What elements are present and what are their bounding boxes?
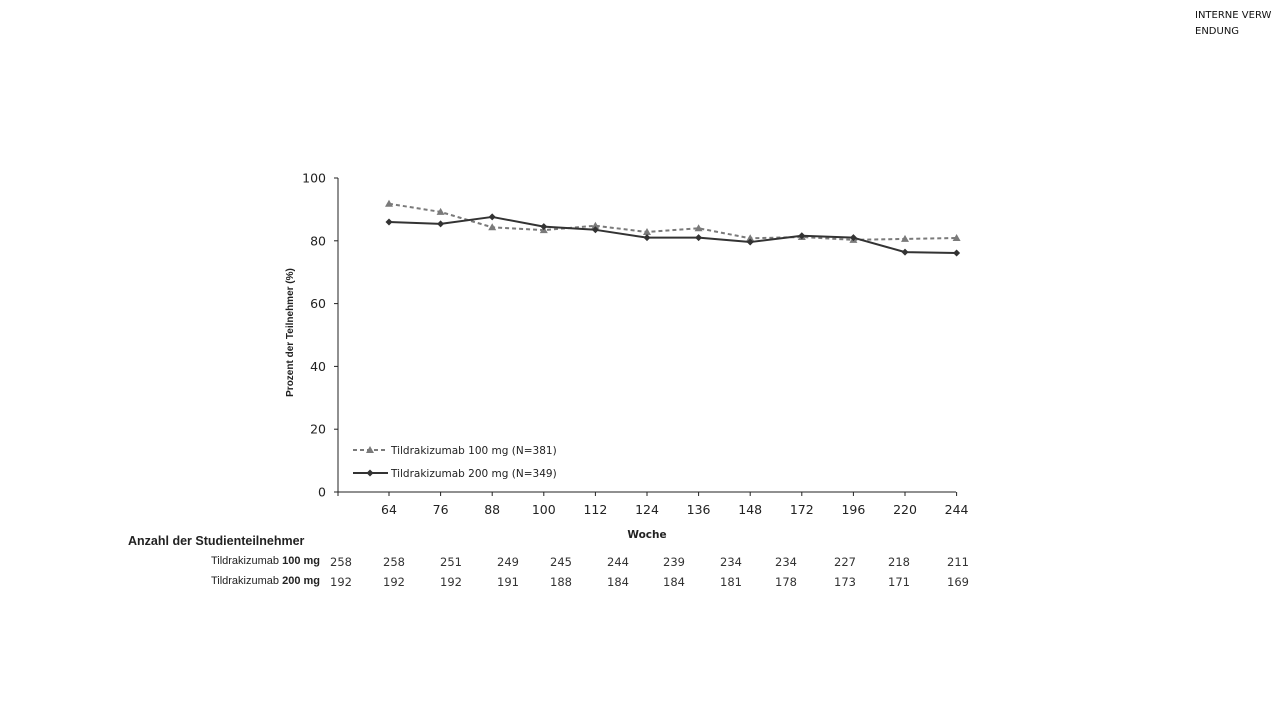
y-tick-label: 60	[310, 296, 326, 311]
at-risk-count: 258	[383, 555, 405, 569]
at-risk-count: 192	[383, 575, 405, 589]
x-tick-label: 100	[532, 502, 556, 517]
at-risk-count: 169	[947, 575, 969, 589]
at-risk-count: 188	[550, 575, 572, 589]
at-risk-count: 192	[440, 575, 462, 589]
data-point	[953, 249, 961, 257]
data-point	[694, 224, 703, 232]
at-risk-count: 184	[607, 575, 629, 589]
at-risk-count: 234	[720, 555, 742, 569]
x-axis-label: Woche	[627, 529, 666, 541]
at-risk-row-label-dose: 100 mg	[282, 555, 320, 567]
series-line	[388, 215, 957, 255]
data-point	[591, 226, 599, 234]
data-point	[591, 221, 600, 229]
data-point	[746, 234, 755, 242]
data-point	[643, 234, 651, 242]
at-risk-count: 227	[834, 555, 856, 569]
at-risk-count: 234	[775, 555, 797, 569]
data-point	[901, 248, 909, 256]
data-point	[849, 234, 857, 242]
data-point	[643, 228, 651, 236]
legend: Tildrakizumab 100 mg (N=381) Tildrakizuma…	[353, 445, 557, 480]
data-point	[385, 218, 393, 226]
x-tick-label: 64	[381, 502, 397, 517]
at-risk-count: 181	[720, 575, 742, 589]
data-point	[952, 233, 961, 241]
at-risk-count: 171	[888, 575, 910, 589]
series-100mg	[385, 199, 961, 243]
data-point	[695, 234, 703, 242]
at-risk-row-label-prefix: Tildrakizumab	[210, 555, 283, 567]
data-point	[488, 223, 497, 231]
data-point	[385, 199, 393, 207]
y-tick-label: 20	[310, 422, 326, 437]
data-point	[437, 220, 445, 228]
at-risk-count: 178	[775, 575, 797, 589]
at-risk-count: 191	[497, 575, 519, 589]
at-risk-count: 239	[663, 555, 685, 569]
at-risk-count: 258	[330, 555, 352, 569]
x-tick-label: 148	[738, 502, 762, 517]
at-risk-count: 245	[550, 555, 572, 569]
legend-marker	[366, 446, 374, 453]
x-tick-label: 112	[583, 502, 607, 517]
x-tick-label: 124	[635, 502, 659, 517]
series-line	[388, 202, 957, 241]
x-tick-label: 88	[484, 502, 500, 517]
data-point	[746, 238, 754, 246]
at-risk-count: 211	[947, 555, 969, 569]
data-point	[798, 232, 806, 240]
y-tick-label: 40	[310, 359, 326, 374]
data-point	[901, 234, 909, 242]
at-risk-count: 218	[888, 555, 910, 569]
legend-label: Tildrakizumab 100 mg (N=381)	[390, 445, 557, 457]
at-risk-title: Anzahl der Studienteilnehmer	[128, 534, 305, 548]
series-200mg	[385, 213, 961, 257]
at-risk-count: 244	[607, 555, 629, 569]
at-risk-count: 184	[663, 575, 685, 589]
at-risk-count: 192	[330, 575, 352, 589]
at-risk-count: 173	[834, 575, 856, 589]
at-risk-count: 251	[440, 555, 462, 569]
x-tick-label: 76	[433, 502, 449, 517]
data-point	[488, 213, 496, 221]
internal-use-stamp: INTERNE VERWENDUNG	[1195, 10, 1272, 37]
x-tick-label: 244	[945, 502, 969, 517]
x-tick-label: 172	[790, 502, 814, 517]
y-axis-label: Prozent der Teilnehmer (%)	[284, 267, 296, 397]
legend-label: Tildrakizumab 200 mg (N=349)	[390, 468, 557, 480]
x-tick-label: 196	[841, 502, 865, 517]
y-tick-label: 100	[302, 171, 326, 186]
at-risk-row-label-200mg: Tildrakizumab 200 mg	[150, 575, 320, 587]
y-tick-label: 0	[318, 485, 326, 500]
legend-marker	[366, 469, 374, 477]
data-point	[436, 207, 445, 215]
y-tick-label: 80	[310, 233, 326, 248]
at-risk-count: 249	[497, 555, 519, 569]
at-risk-row-label-100mg: Tildrakizumab 100 mg	[150, 555, 320, 567]
at-risk-row-label-dose: 200 mg	[282, 575, 320, 587]
data-point	[540, 223, 548, 231]
x-tick-label: 220	[893, 502, 917, 517]
at-risk-row-label-prefix: Tildrakizumab	[210, 575, 283, 587]
x-tick-label: 136	[687, 502, 711, 517]
